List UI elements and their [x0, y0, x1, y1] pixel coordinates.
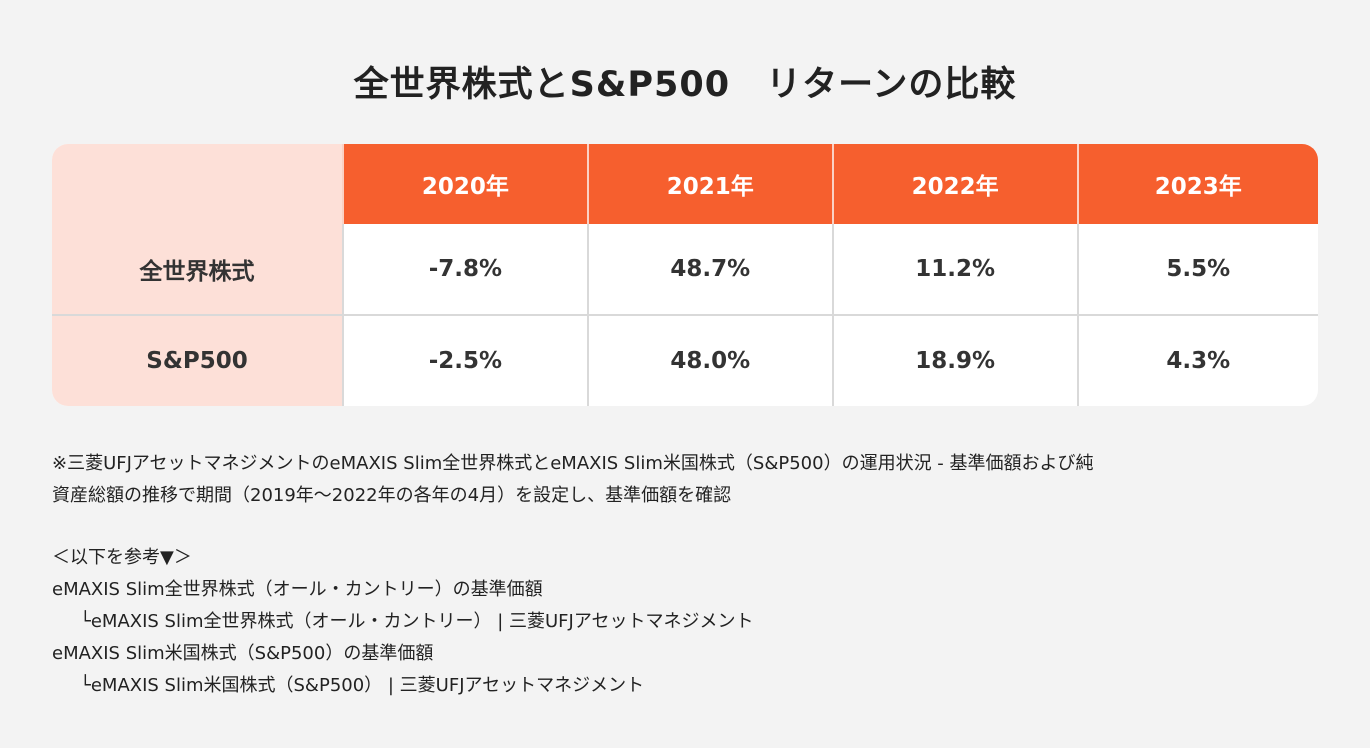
reference-link[interactable]: eMAXIS Slim全世界株式（オール・カントリー）の基準価額 [52, 579, 543, 600]
note-line: 資産総額の推移で期間（2019年〜2022年の各年の4月）を設定し、基準価額を確… [52, 485, 732, 506]
cell: -7.8% [344, 224, 589, 316]
cell: 48.0% [589, 316, 834, 406]
header-2020: 2020年 [344, 144, 589, 224]
table-header-row: 2020年 2021年 2022年 2023年 [52, 144, 1318, 224]
note-line: ※三菱UFJアセットマネジメントのeMAXIS Slim全世界株式とeMAXIS… [52, 453, 1094, 474]
table-row: 全世界株式 -7.8% 48.7% 11.2% 5.5% [52, 224, 1318, 316]
cell: -2.5% [344, 316, 589, 406]
cell: 11.2% [833, 224, 1079, 316]
cell: 5.5% [1078, 224, 1318, 316]
cell: 48.7% [588, 224, 834, 316]
row-label: S&P500 [52, 316, 344, 406]
header-2023: 2023年 [1078, 144, 1318, 224]
cell: 18.9% [834, 316, 1079, 406]
reference-sublink[interactable]: └eMAXIS Slim全世界株式（オール・カントリー） | 三菱UFJアセット… [80, 611, 754, 632]
reference-heading: ＜以下を参考▼＞ [52, 547, 192, 568]
page-title: 全世界株式とS&P500 リターンの比較 [353, 65, 1017, 105]
cell: 4.3% [1166, 348, 1231, 374]
row-label: 全世界株式 [52, 224, 344, 316]
reference-sublink[interactable]: └eMAXIS Slim米国株式（S&P500） | 三菱UFJアセットマネジメ… [80, 675, 645, 696]
table-row: S&P500 -2.5% 48.0% 18.9% 4.3% [52, 316, 1318, 406]
returns-table: 2020年 2021年 2022年 2023年 全世界株式 -7.8% 48.7… [52, 144, 1318, 406]
header-2021: 2021年 [588, 144, 834, 224]
header-2022: 2022年 [833, 144, 1079, 224]
corner-cell [52, 144, 344, 224]
reference-link[interactable]: eMAXIS Slim米国株式（S&P500）の基準価額 [52, 643, 434, 664]
notes: ※三菱UFJアセットマネジメントのeMAXIS Slim全世界株式とeMAXIS… [52, 448, 1322, 702]
